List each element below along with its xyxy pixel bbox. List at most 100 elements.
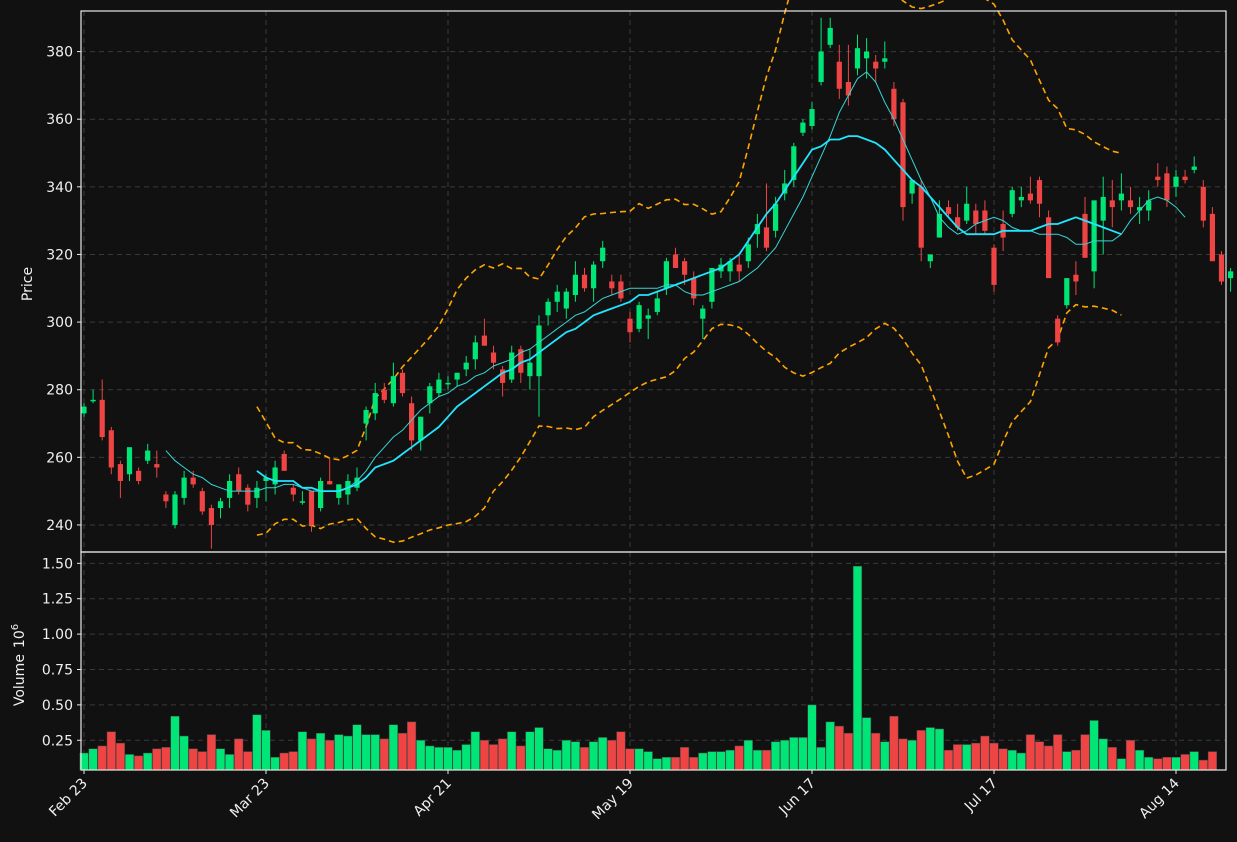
candle-body [536, 325, 542, 377]
volume-bar [525, 731, 535, 771]
volume-bar [825, 721, 835, 771]
candle-body [1118, 193, 1124, 201]
volume-bar [407, 721, 417, 771]
volume-bar [243, 751, 253, 771]
candle-body [117, 464, 123, 481]
candle-body [1064, 278, 1070, 306]
candle-body [736, 264, 742, 272]
candle-body [181, 477, 187, 498]
volume-bar [1089, 720, 1099, 771]
candle-body [873, 61, 879, 69]
volume-bar [488, 744, 499, 771]
volume-bar [934, 728, 944, 771]
candle-body [1100, 196, 1106, 221]
volume-bar [1189, 751, 1199, 771]
candle-body [1146, 200, 1152, 211]
candle-body [709, 267, 715, 302]
candle-body [845, 82, 851, 96]
candle-body [1182, 176, 1188, 181]
price-tick-label: 280 [46, 383, 73, 399]
volume-bar [134, 755, 144, 771]
candle-body [227, 480, 233, 498]
volume-axis-label-text: Volume [12, 654, 28, 706]
volume-bar [625, 748, 635, 771]
volume-bar [470, 731, 480, 771]
volume-bar [1007, 749, 1017, 771]
candle-body [1027, 193, 1033, 201]
candle-body [1209, 213, 1215, 262]
ma-slow-line [256, 135, 1122, 492]
price-tick-label: 300 [46, 315, 73, 331]
candle-body [217, 501, 224, 509]
candle-body [327, 480, 333, 485]
volume-bar [225, 754, 235, 771]
candle-body [427, 386, 433, 404]
candle-body [609, 281, 615, 289]
volume-bar [306, 738, 317, 771]
candle-body [809, 109, 815, 126]
volume-bar [670, 757, 681, 771]
volume-axis-exponent: 10 [12, 630, 28, 648]
candle-body [900, 102, 906, 208]
candle-body [591, 264, 597, 289]
candle-body [1046, 217, 1052, 279]
volume-bar [261, 730, 271, 771]
candle-body [600, 247, 606, 262]
volume-bar [279, 752, 289, 771]
candle-body [955, 217, 961, 228]
volume-tick-label: 1.50 [42, 556, 73, 572]
candle-body [418, 416, 424, 441]
volume-bar [325, 740, 335, 771]
volume-bar [288, 751, 298, 771]
volume-tick-label: 0.25 [42, 733, 73, 749]
volume-bar [1034, 741, 1045, 771]
volume-bar [652, 758, 662, 771]
volume-bar [416, 740, 426, 771]
volume-tick-label: 1.25 [42, 592, 73, 608]
price-tick-label: 320 [46, 247, 73, 263]
volume-bar [188, 748, 198, 771]
candle-body [891, 88, 897, 120]
candle-body [882, 58, 888, 62]
candle-body [281, 453, 287, 471]
volume-bar [707, 751, 717, 771]
volume-tick-label: 0.50 [42, 698, 73, 714]
candle-body [1228, 271, 1234, 279]
candle-body [563, 291, 569, 309]
candle-body [818, 51, 824, 83]
candle-body [481, 335, 487, 346]
candle-body [545, 301, 551, 316]
volume-bar [570, 741, 580, 771]
candle-body [927, 254, 933, 262]
candle-body [154, 464, 160, 468]
price-grid [81, 11, 1226, 552]
volume-bars [79, 565, 1217, 771]
candle-body [1164, 173, 1170, 201]
volume-bar [834, 725, 844, 771]
candle-body [763, 227, 770, 248]
price-tick-label: 260 [46, 450, 73, 466]
candle-body [945, 207, 952, 214]
volume-bar [106, 731, 116, 771]
candle-body [500, 369, 506, 383]
volume-bar [124, 754, 135, 771]
candle-body [572, 274, 578, 296]
volume-bar [361, 734, 371, 771]
volume-bar [370, 734, 380, 771]
candle-body [745, 244, 751, 262]
candle-body [1191, 166, 1197, 170]
candle-body [654, 298, 660, 312]
candle-body [190, 477, 196, 485]
volume-bar [907, 740, 917, 771]
volume-bar [807, 704, 817, 771]
volume-bar [316, 732, 326, 771]
candle-body [126, 447, 133, 475]
volume-bar [297, 731, 307, 771]
volume-bar [343, 735, 353, 771]
candle-body [108, 430, 114, 468]
volume-bar [998, 748, 1008, 771]
candle-body [964, 203, 970, 221]
candle-body [136, 470, 142, 481]
volume-bar [925, 727, 935, 771]
candle-body [973, 210, 979, 225]
